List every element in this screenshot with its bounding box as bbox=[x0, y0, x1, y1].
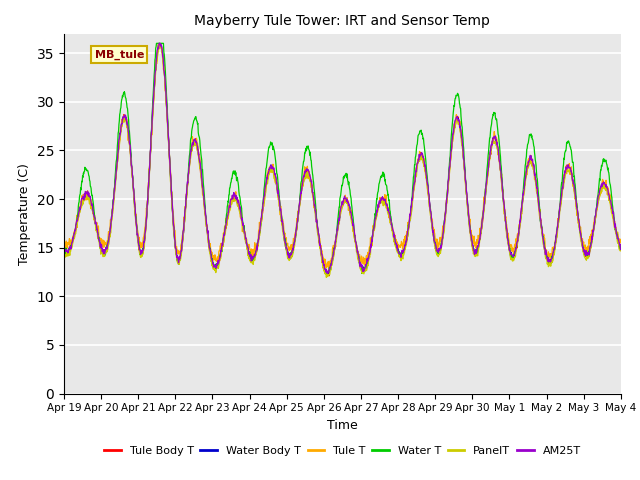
Tule Body T bbox=[60, 244, 68, 250]
Tule Body T bbox=[429, 233, 437, 239]
Tule T bbox=[502, 221, 510, 227]
Water Body T bbox=[429, 234, 437, 240]
Water T bbox=[152, 40, 160, 46]
PanelT bbox=[617, 248, 625, 253]
Tule T bbox=[617, 237, 625, 242]
PanelT bbox=[184, 177, 192, 182]
Tule T bbox=[246, 247, 254, 252]
Water T bbox=[323, 271, 331, 277]
Tule Body T bbox=[246, 255, 254, 261]
PanelT bbox=[60, 248, 68, 254]
Tule Body T bbox=[617, 247, 625, 253]
Water T bbox=[246, 258, 254, 264]
PanelT bbox=[323, 275, 330, 280]
Tule T bbox=[156, 40, 164, 46]
Tule T bbox=[429, 231, 437, 237]
Legend: Tule Body T, Water Body T, Tule T, Water T, PanelT, AM25T: Tule Body T, Water Body T, Tule T, Water… bbox=[100, 441, 585, 460]
AM25T bbox=[617, 247, 625, 252]
Water Body T bbox=[171, 235, 179, 241]
Water T bbox=[171, 238, 179, 243]
AM25T bbox=[552, 240, 559, 245]
Tule T bbox=[60, 233, 68, 239]
AM25T bbox=[171, 237, 179, 242]
Tule Body T bbox=[171, 235, 179, 241]
PanelT bbox=[429, 233, 437, 239]
Line: Tule Body T: Tule Body T bbox=[64, 43, 621, 276]
AM25T bbox=[502, 224, 510, 229]
Water T bbox=[60, 247, 68, 252]
Title: Mayberry Tule Tower: IRT and Sensor Temp: Mayberry Tule Tower: IRT and Sensor Temp bbox=[195, 14, 490, 28]
PanelT bbox=[246, 259, 254, 265]
Tule Body T bbox=[552, 242, 559, 248]
PanelT bbox=[157, 42, 164, 48]
Water T bbox=[184, 172, 192, 178]
Water T bbox=[502, 225, 510, 231]
Water Body T bbox=[246, 258, 254, 264]
Water Body T bbox=[184, 173, 192, 179]
Tule T bbox=[171, 228, 179, 234]
Tule Body T bbox=[156, 40, 163, 46]
AM25T bbox=[324, 271, 332, 276]
Y-axis label: Temperature (C): Temperature (C) bbox=[18, 163, 31, 264]
Line: Water T: Water T bbox=[64, 43, 621, 274]
PanelT bbox=[171, 238, 179, 243]
Water T bbox=[617, 246, 625, 252]
AM25T bbox=[246, 254, 254, 260]
Water Body T bbox=[617, 247, 625, 252]
Water Body T bbox=[156, 40, 163, 46]
AM25T bbox=[156, 40, 163, 46]
PanelT bbox=[502, 228, 510, 234]
Water Body T bbox=[325, 270, 333, 276]
Tule Body T bbox=[502, 226, 510, 232]
Water Body T bbox=[502, 224, 510, 229]
Water Body T bbox=[552, 240, 559, 245]
Line: Water Body T: Water Body T bbox=[64, 43, 621, 273]
Water T bbox=[552, 239, 559, 245]
AM25T bbox=[60, 245, 68, 251]
Line: AM25T: AM25T bbox=[64, 43, 621, 274]
Line: PanelT: PanelT bbox=[64, 45, 621, 277]
Tule T bbox=[552, 238, 559, 243]
Tule T bbox=[184, 175, 192, 181]
PanelT bbox=[552, 242, 559, 248]
AM25T bbox=[184, 173, 192, 179]
Water Body T bbox=[60, 249, 68, 255]
Line: Tule T: Tule T bbox=[64, 43, 621, 270]
Tule T bbox=[325, 267, 333, 273]
Water T bbox=[429, 232, 437, 238]
Text: MB_tule: MB_tule bbox=[95, 50, 144, 60]
Tule Body T bbox=[325, 273, 333, 279]
X-axis label: Time: Time bbox=[327, 419, 358, 432]
AM25T bbox=[429, 230, 437, 236]
Tule Body T bbox=[184, 173, 192, 179]
